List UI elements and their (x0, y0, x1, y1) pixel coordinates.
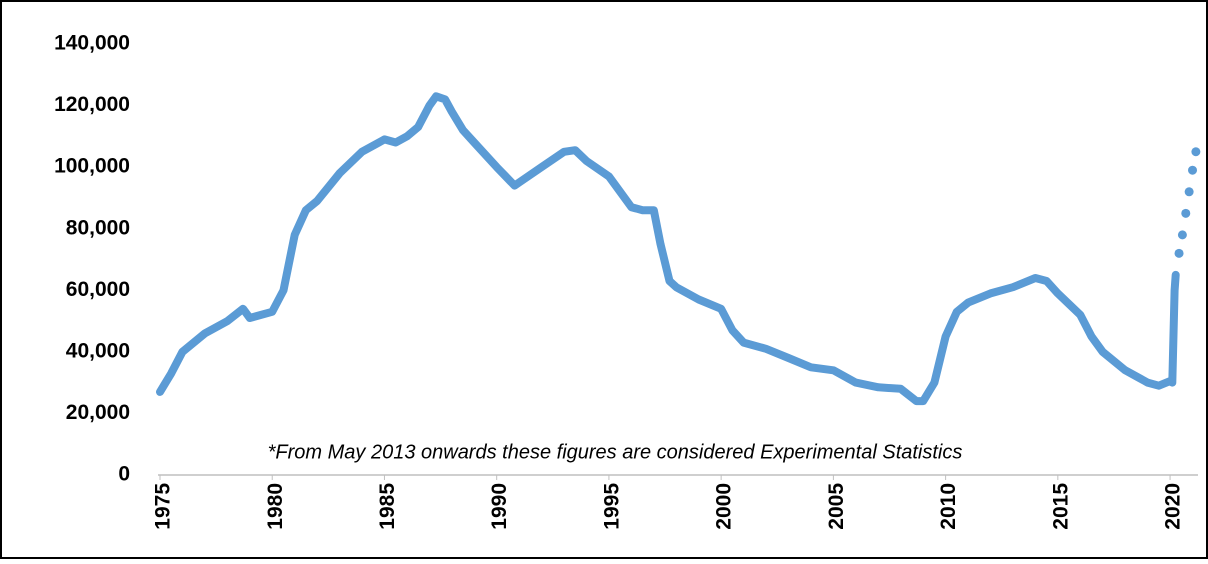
projected-point (1174, 248, 1184, 258)
y-tick-label: 20,000 (66, 401, 130, 424)
y-tick-label: 100,000 (54, 155, 130, 178)
x-tick-label: 2000 (713, 483, 736, 530)
projected-point (1184, 187, 1194, 197)
x-tick-label: 2005 (825, 483, 848, 530)
y-tick-label: 0 (118, 463, 130, 486)
x-tick-label: 2020 (1162, 483, 1185, 530)
x-tick-label: 1985 (376, 483, 399, 530)
x-tick-label: 1995 (600, 483, 623, 530)
y-tick-label: 40,000 (66, 339, 130, 362)
x-tick-label: 2010 (937, 483, 960, 530)
y-tick-label: 60,000 (66, 278, 130, 301)
x-tick-label: 1990 (488, 483, 511, 530)
projected-point (1181, 208, 1191, 218)
projected-point (1191, 147, 1201, 157)
x-tick-label: 1975 (152, 483, 175, 530)
x-tick-label: 1980 (264, 483, 287, 530)
y-tick-label: 140,000 (54, 32, 130, 55)
projected-point (1177, 230, 1187, 240)
data-line (156, 92, 1180, 406)
projected-point (1188, 165, 1198, 175)
y-tick-label: 80,000 (66, 216, 130, 239)
x-tick-label: 2015 (1049, 483, 1072, 530)
y-tick-label: 120,000 (54, 93, 130, 116)
annotation: *From May 2013 onwards these figures are… (268, 441, 963, 463)
